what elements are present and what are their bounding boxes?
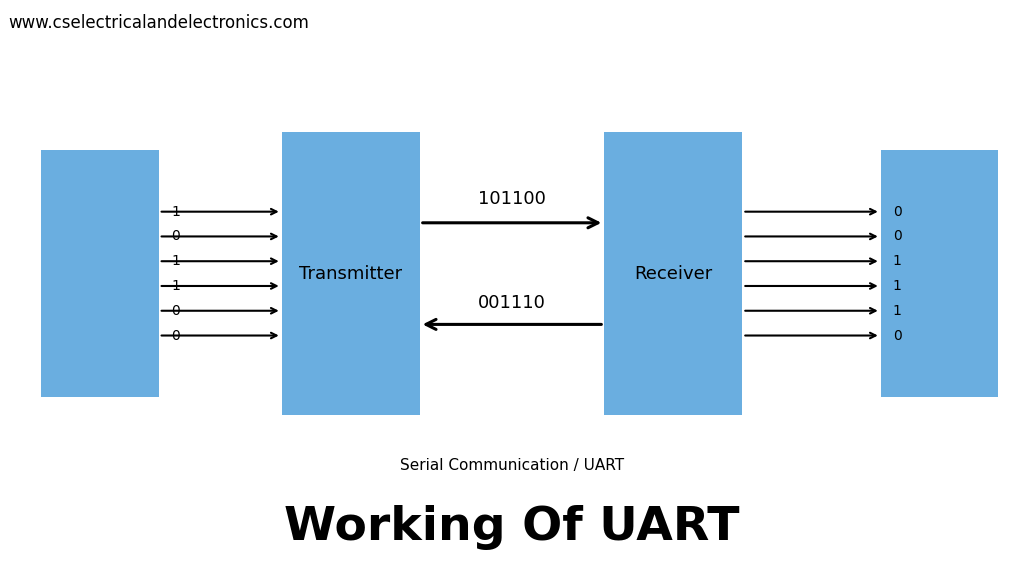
Text: Transmitter: Transmitter: [299, 264, 402, 283]
Text: 1: 1: [171, 204, 180, 219]
Text: 0: 0: [171, 328, 180, 343]
Text: 1: 1: [171, 279, 180, 293]
Text: 0: 0: [893, 328, 902, 343]
Text: Receiver: Receiver: [634, 264, 713, 283]
Bar: [282, 132, 420, 415]
Bar: [41, 150, 159, 397]
Text: 1: 1: [893, 279, 902, 293]
Text: 001110: 001110: [478, 294, 546, 312]
Text: 0: 0: [893, 229, 902, 244]
Text: 1: 1: [893, 304, 902, 318]
Text: 1: 1: [171, 254, 180, 268]
Text: 0: 0: [171, 304, 180, 318]
Text: 1: 1: [893, 254, 902, 268]
Text: www.cselectricalandelectronics.com: www.cselectricalandelectronics.com: [8, 14, 309, 32]
Text: 0: 0: [893, 204, 902, 219]
Text: 0: 0: [171, 229, 180, 244]
Bar: [881, 150, 998, 397]
Text: 101100: 101100: [478, 191, 546, 209]
Bar: [604, 132, 742, 415]
Text: Serial Communication / UART: Serial Communication / UART: [400, 458, 624, 473]
Text: Working Of UART: Working Of UART: [285, 505, 739, 550]
